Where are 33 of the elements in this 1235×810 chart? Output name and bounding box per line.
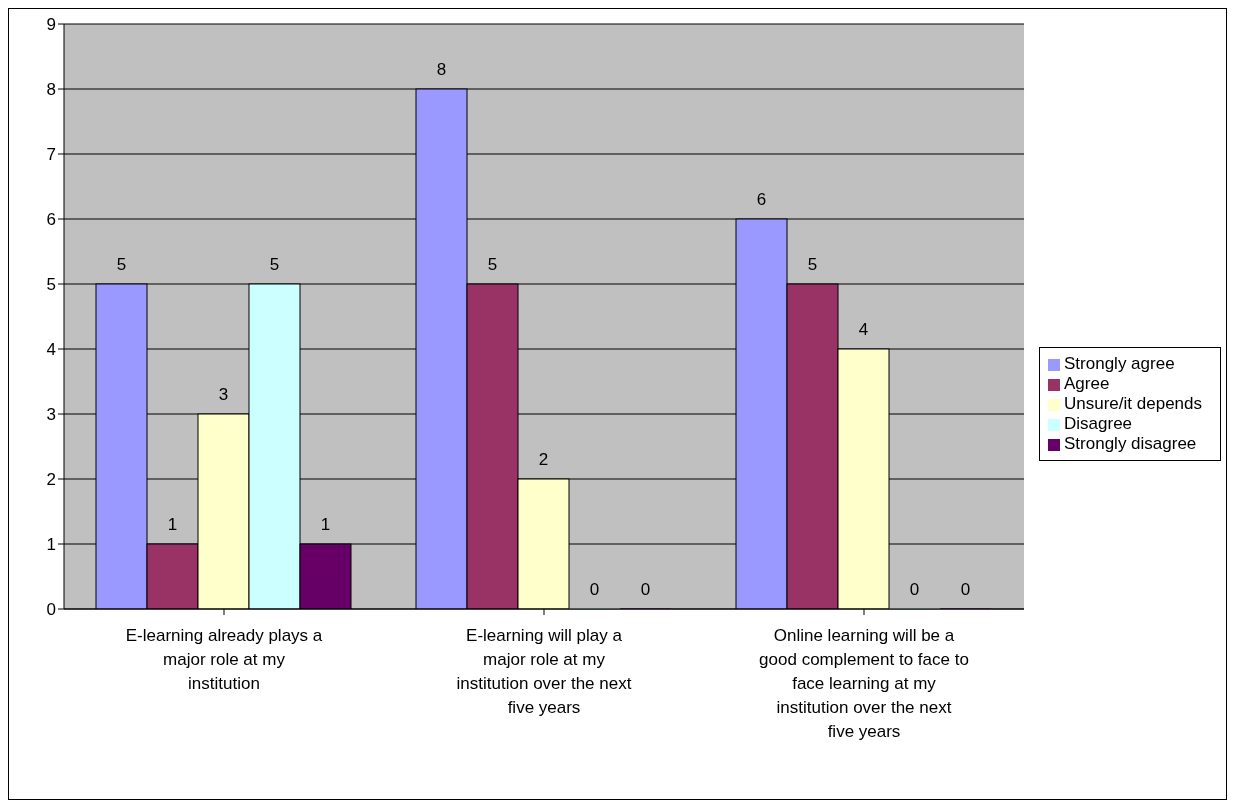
- x-tick-label: E-learning will play a major role at my institution over the next five years: [456, 626, 632, 717]
- y-tick-label: 6: [46, 210, 56, 230]
- data-label: 5: [116, 255, 127, 274]
- data-label: 0: [589, 580, 600, 599]
- legend-label: Agree: [1064, 374, 1110, 393]
- data-label: 5: [807, 255, 818, 274]
- data-label: 6: [756, 190, 767, 209]
- y-tick-label: 9: [46, 15, 56, 35]
- data-label: 0: [909, 580, 920, 599]
- x-tick-label: E-learning already plays a major role at my institution: [125, 626, 323, 693]
- y-tick-label: 2: [46, 470, 56, 490]
- x-tick-label: Online learning will be a good complement to face to face learning at my institution over the next five years: [759, 626, 969, 741]
- data-label: 5: [487, 255, 498, 274]
- y-tick-label: 4: [46, 340, 56, 360]
- data-label: 0: [640, 580, 651, 599]
- data-label: 0: [960, 580, 971, 599]
- y-tick-label: 1: [46, 535, 56, 555]
- legend-label: Strongly disagree: [1064, 434, 1197, 453]
- data-label: 3: [218, 385, 229, 404]
- data-label: 2: [538, 450, 549, 469]
- data-label: 5: [269, 255, 280, 274]
- y-tick-label: 3: [46, 405, 56, 425]
- data-label: 4: [858, 320, 869, 339]
- y-tick-label: 5: [46, 275, 56, 295]
- y-tick-label: 7: [46, 145, 56, 165]
- legend-label: Disagree: [1064, 414, 1133, 433]
- legend-label: Unsure/it depends: [1064, 394, 1202, 413]
- legend-label: Strongly agree: [1064, 354, 1175, 373]
- data-label: 8: [436, 60, 447, 79]
- data-label: 1: [167, 515, 178, 534]
- data-label: 1: [320, 515, 331, 534]
- y-tick-label: 0: [46, 600, 56, 620]
- y-tick-label: 8: [46, 80, 56, 100]
